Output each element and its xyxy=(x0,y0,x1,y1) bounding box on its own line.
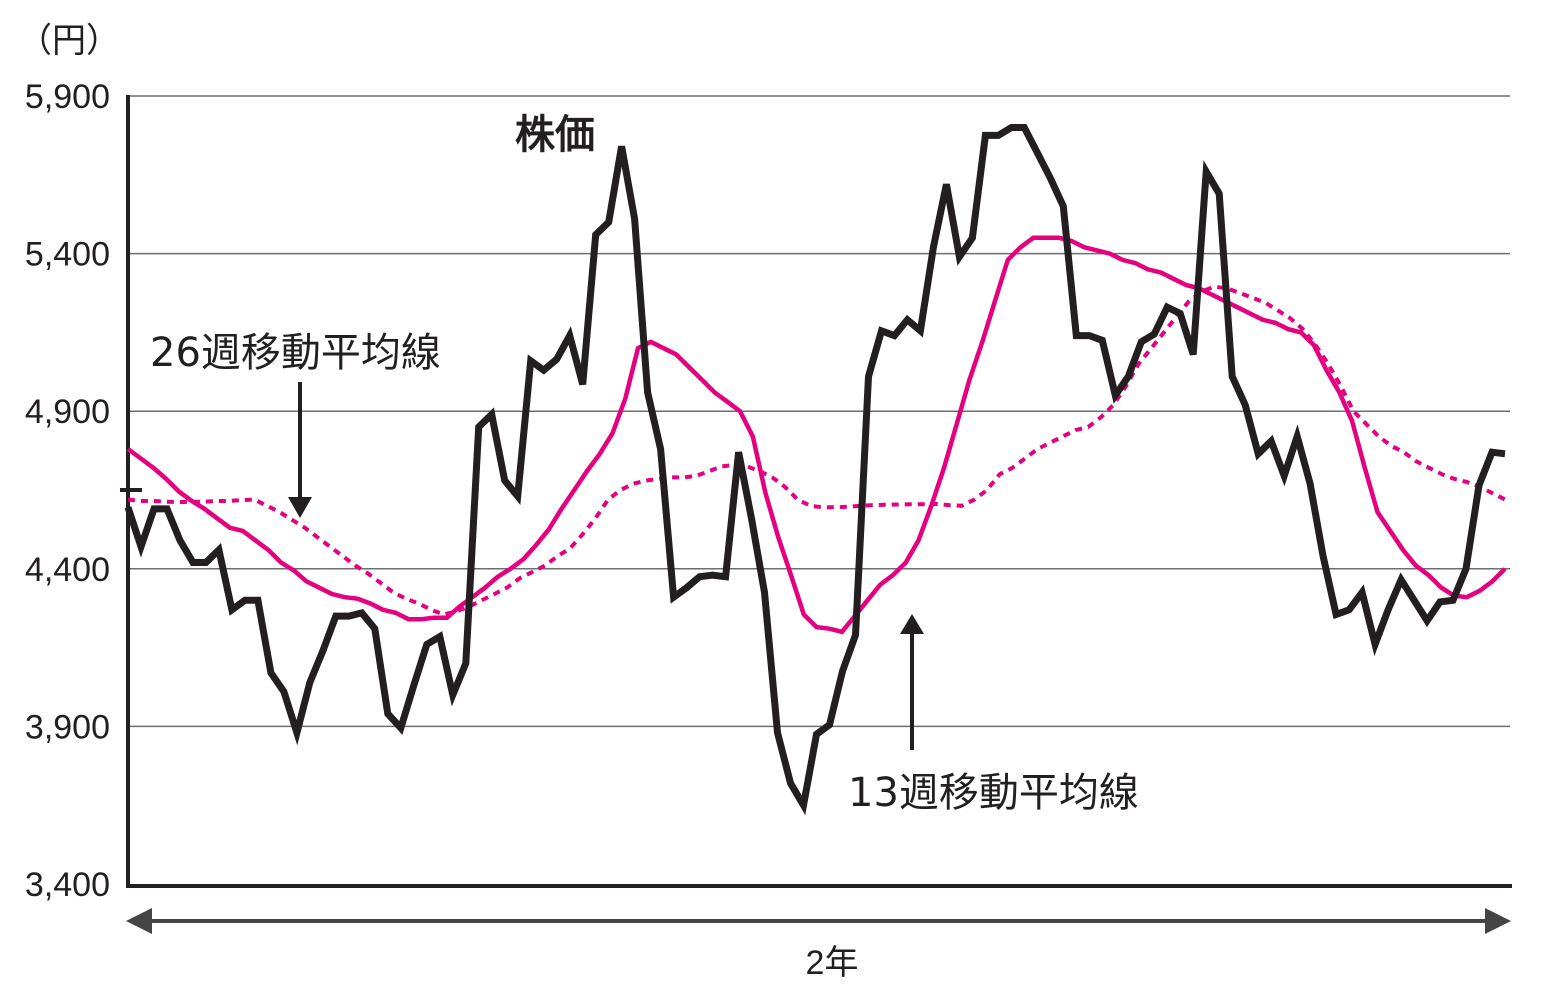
duration-arrow-left-head xyxy=(126,908,152,934)
x-axis-label: 2年 xyxy=(806,944,859,982)
y-tick-labels: 5,900 5,400 4,900 4,400 3,900 3,400 xyxy=(25,78,110,904)
y-tick-label: 5,400 xyxy=(25,236,110,274)
gridlines xyxy=(128,95,1510,728)
y-tick-label: 4,900 xyxy=(25,393,110,431)
y-tick-label: 5,900 xyxy=(25,78,110,116)
y-tick-label: 3,900 xyxy=(25,708,110,746)
duration-arrow-right-head xyxy=(1485,908,1511,934)
series-lines xyxy=(124,124,1507,816)
arrow-ma26-head xyxy=(288,497,312,518)
arrow-ma13-head xyxy=(900,614,924,634)
annotation-ma26: 26週移動平均線 xyxy=(150,330,441,376)
series-line-ma26 xyxy=(127,284,1506,617)
y-unit-label: （円） xyxy=(18,22,120,60)
series-line-ma13 xyxy=(126,235,1507,635)
y-tick-label: 4,400 xyxy=(25,551,110,589)
y-tick-label: 3,400 xyxy=(25,866,110,904)
annotation-stock-price: 株価 xyxy=(515,112,595,158)
series-line-stock-price xyxy=(124,124,1506,816)
annotation-ma13: 13週移動平均線 xyxy=(848,770,1139,816)
